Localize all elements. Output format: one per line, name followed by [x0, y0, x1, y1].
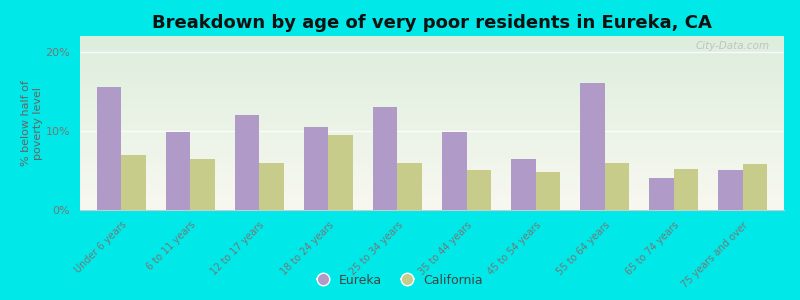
Bar — [259, 163, 284, 210]
Title: Breakdown by age of very poor residents in Eureka, CA: Breakdown by age of very poor residents … — [152, 14, 712, 32]
Bar — [742, 164, 766, 210]
Bar — [374, 107, 398, 210]
Legend: Eureka, California: Eureka, California — [313, 270, 487, 291]
Bar — [235, 115, 259, 210]
Bar — [511, 159, 535, 210]
Bar — [650, 178, 674, 210]
Y-axis label: % below half of
poverty level: % below half of poverty level — [21, 80, 42, 166]
Bar — [190, 159, 214, 210]
Bar — [98, 87, 122, 210]
Bar — [166, 133, 190, 210]
Bar — [304, 127, 329, 210]
Bar — [466, 170, 490, 210]
Bar — [398, 163, 422, 210]
Bar — [442, 133, 466, 210]
Bar — [605, 163, 629, 210]
Bar — [535, 172, 560, 210]
Bar — [674, 169, 698, 210]
Text: City-Data.com: City-Data.com — [696, 41, 770, 51]
Bar — [718, 170, 742, 210]
Bar — [122, 154, 146, 210]
Bar — [580, 83, 605, 210]
Bar — [329, 135, 353, 210]
